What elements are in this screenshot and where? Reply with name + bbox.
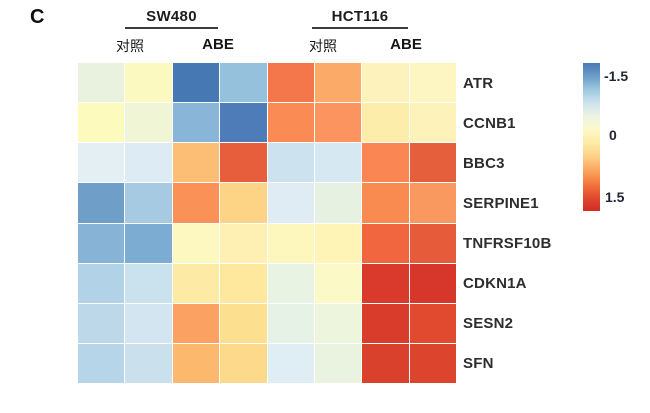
colorbar <box>583 63 600 211</box>
heatmap-cell <box>220 343 267 383</box>
heatmap-cell <box>78 343 125 383</box>
heatmap-cell <box>314 343 362 383</box>
heatmap-cell <box>125 343 172 383</box>
heatmap-cell <box>314 303 362 343</box>
heatmap-cell <box>125 303 172 343</box>
heatmap-cell <box>267 103 314 143</box>
group-header-hct116: HCT116 <box>312 8 408 29</box>
condition-label-hct116-abe: ABE <box>390 36 422 53</box>
heatmap-cell <box>362 103 409 143</box>
heatmap-cell <box>409 103 456 143</box>
heatmap-cell <box>78 223 125 263</box>
heatmap-cell <box>220 263 267 303</box>
gene-label: SFN <box>463 354 494 372</box>
heatmap-cell <box>125 223 172 263</box>
colorbar-tick-max-negative: -1.5 <box>604 68 629 84</box>
heatmap-cell <box>409 63 456 103</box>
gene-label: SESN2 <box>463 314 514 332</box>
heatmap-cell <box>409 343 456 383</box>
heatmap-cell <box>125 143 172 183</box>
heatmap-cell <box>409 143 456 183</box>
heatmap-cell <box>314 63 362 103</box>
heatmap-cell <box>172 103 220 143</box>
heatmap-cell <box>172 63 220 103</box>
heatmap-cell <box>125 263 172 303</box>
heatmap-cell <box>362 143 409 183</box>
heatmap-cell <box>172 143 220 183</box>
heatmap-cell <box>267 303 314 343</box>
heatmap-cell <box>362 263 409 303</box>
heatmap-cell <box>220 303 267 343</box>
condition-label-sw480-control: 对照 <box>116 38 144 54</box>
panel-label: C <box>30 6 45 28</box>
heatmap-cell <box>314 103 362 143</box>
heatmap-cell <box>172 223 220 263</box>
group-header-sw480: SW480 <box>125 8 218 29</box>
heatmap-cell <box>78 263 125 303</box>
heatmap-cell <box>78 103 125 143</box>
condition-label-sw480-abe: ABE <box>202 36 234 53</box>
condition-label-hct116-control: 对照 <box>309 38 337 54</box>
gene-label: CDKN1A <box>463 274 527 292</box>
heatmap-cell <box>409 223 456 263</box>
heatmap-cell <box>314 263 362 303</box>
heatmap-cell <box>220 223 267 263</box>
heatmap-cell <box>220 103 267 143</box>
heatmap-cell <box>267 223 314 263</box>
heatmap-cell <box>78 63 125 103</box>
heatmap-cell <box>78 183 125 223</box>
heatmap-cell <box>362 343 409 383</box>
gene-label: ATR <box>463 74 494 92</box>
heatmap-cell <box>172 263 220 303</box>
gene-label: TNFRSF10B <box>463 234 552 252</box>
heatmap-cell <box>172 183 220 223</box>
heatmap-cell <box>362 223 409 263</box>
heatmap-cell <box>362 63 409 103</box>
heatmap-cell <box>409 263 456 303</box>
gene-labels: ATR CCNB1 BBC3 SERPINE1 TNFRSF10B CDKN1A SESN2… <box>463 63 583 383</box>
heatmap-cell <box>125 103 172 143</box>
heatmap-cell <box>267 183 314 223</box>
heatmap-grid <box>78 63 456 383</box>
heatmap-cell <box>172 303 220 343</box>
heatmap-cell <box>314 183 362 223</box>
heatmap-cell <box>362 303 409 343</box>
colorbar-tick-max-positive: 1.5 <box>605 189 625 205</box>
heatmap-cell <box>220 183 267 223</box>
heatmap-cell <box>267 143 314 183</box>
heatmap-cell <box>220 143 267 183</box>
heatmap-cell <box>409 303 456 343</box>
heatmap-cell <box>267 263 314 303</box>
heatmap-cell <box>78 303 125 343</box>
heatmap-cell <box>314 223 362 263</box>
heatmap-cell <box>125 183 172 223</box>
gene-label: CCNB1 <box>463 114 516 132</box>
heatmap-cell <box>125 63 172 103</box>
gene-label: BBC3 <box>463 154 505 172</box>
heatmap-cell <box>267 343 314 383</box>
gene-label: SERPINE1 <box>463 194 539 212</box>
heatmap-cell <box>220 63 267 103</box>
colorbar-tick-zero: 0 <box>609 127 617 143</box>
heatmap-cell <box>78 143 125 183</box>
heatmap-cell <box>172 343 220 383</box>
heatmap-cell <box>314 143 362 183</box>
heatmap-cell <box>267 63 314 103</box>
heatmap-cell <box>362 183 409 223</box>
heatmap-cell <box>409 183 456 223</box>
